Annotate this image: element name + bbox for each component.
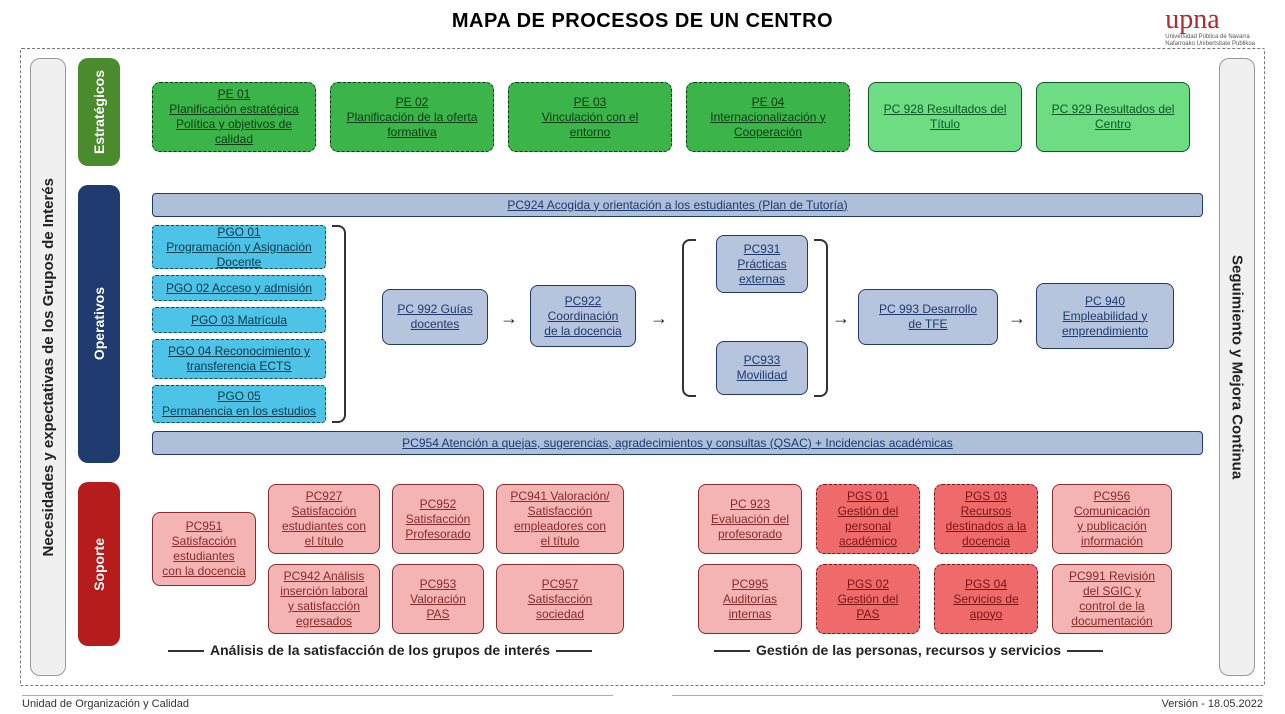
cat-operativos: Operativos bbox=[78, 185, 120, 463]
box-pc953[interactable]: PC953ValoraciónPAS bbox=[392, 564, 484, 634]
side-right-text: Seguimiento y Mejora Continua bbox=[1229, 255, 1246, 479]
logo-sub2: Nafarroako Unibertsitate Publikoa bbox=[1165, 41, 1255, 48]
box-pc931[interactable]: PC931Prácticasexternas bbox=[716, 235, 808, 293]
logo: upna Universidad Pública de Navarra Nafa… bbox=[1165, 6, 1255, 47]
box-pgs02[interactable]: PGS 02Gestión delPAS bbox=[816, 564, 920, 634]
cat-estrategicos: Estratégicos bbox=[78, 58, 120, 166]
box-pgo05[interactable]: PGO 05Permanencia en los estudios bbox=[152, 385, 326, 423]
cat-soporte-label: Soporte bbox=[91, 538, 107, 591]
box-pc927[interactable]: PC927Satisfacciónestudiantes conel títul… bbox=[268, 484, 380, 554]
box-pgs01[interactable]: PGS 01Gestión delpersonalacadémico bbox=[816, 484, 920, 554]
logo-sub1: Universidad Pública de Navarra bbox=[1165, 34, 1255, 41]
box-pc928[interactable]: PC 928 Resultados delTítulo bbox=[868, 82, 1022, 152]
box-pgo02[interactable]: PGO 02 Acceso y admisión bbox=[152, 275, 326, 301]
logo-text: upna bbox=[1165, 4, 1219, 35]
box-pc952[interactable]: PC952SatisfacciónProfesorado bbox=[392, 484, 484, 554]
arrow-4: → bbox=[1008, 309, 1026, 327]
footer-right: Versión - 18.05.2022 bbox=[672, 695, 1263, 710]
box-pc929[interactable]: PC 929 Resultados delCentro bbox=[1036, 82, 1190, 152]
box-pc942[interactable]: PC942 Análisisinserción laboraly satisfa… bbox=[268, 564, 380, 634]
box-pe02[interactable]: PE 02Planificación de la ofertaformativa bbox=[330, 82, 494, 152]
box-pgo03[interactable]: PGO 03 Matrícula bbox=[152, 307, 326, 333]
box-pc940[interactable]: PC 940Empleabilidad yemprendimiento bbox=[1036, 283, 1174, 349]
box-pgs04[interactable]: PGS 04Servicios deapoyo bbox=[934, 564, 1038, 634]
lane-soporte: PC951Satisfacciónestudiantescon la docen… bbox=[132, 484, 1207, 656]
sublabel-right-text: Gestión de las personas, recursos y serv… bbox=[756, 642, 1061, 658]
side-left-pill: Necesidades y expectativas de los Grupos… bbox=[30, 58, 66, 676]
footer-left: Unidad de Organización y Calidad bbox=[22, 695, 613, 710]
cat-estrategicos-label: Estratégicos bbox=[91, 70, 107, 154]
cat-soporte: Soporte bbox=[78, 482, 120, 646]
box-pc922[interactable]: PC922Coordinaciónde la docencia bbox=[530, 285, 636, 347]
box-pc951[interactable]: PC951Satisfacciónestudiantescon la docen… bbox=[152, 512, 256, 586]
box-pc993[interactable]: PC 993 Desarrollode TFE bbox=[858, 289, 998, 345]
arrow-2: → bbox=[650, 309, 668, 327]
bracket-mid-r bbox=[814, 239, 828, 397]
lane-estrategicos: PE 01Planificación estratégicaPolítica y… bbox=[132, 64, 1207, 162]
box-pe01[interactable]: PE 01Planificación estratégicaPolítica y… bbox=[152, 82, 316, 152]
sublabel-left-text: Análisis de la satisfacción de los grupo… bbox=[210, 642, 550, 658]
box-pc991[interactable]: PC991 Revisióndel SGIC ycontrol de ladoc… bbox=[1052, 564, 1172, 634]
box-pc933[interactable]: PC933Movilidad bbox=[716, 341, 808, 395]
box-pc995[interactable]: PC995Auditoríasinternas bbox=[698, 564, 802, 634]
arrow-1: → bbox=[500, 309, 518, 327]
box-pgo04[interactable]: PGO 04 Reconocimiento ytransferencia ECT… bbox=[152, 339, 326, 379]
box-pgo01[interactable]: PGO 01Programación y AsignaciónDocente bbox=[152, 225, 326, 269]
box-pc992[interactable]: PC 992 Guíasdocentes bbox=[382, 289, 488, 345]
page-title: MAPA DE PROCESOS DE UN CENTRO bbox=[20, 10, 1265, 33]
cat-operativos-label: Operativos bbox=[91, 287, 107, 360]
bracket-mid-l bbox=[682, 239, 696, 397]
sublabel-right: Gestión de las personas, recursos y serv… bbox=[708, 642, 1109, 658]
box-pe03[interactable]: PE 03Vinculación con elentorno bbox=[508, 82, 672, 152]
bracket-pgo bbox=[332, 225, 346, 423]
box-pc923[interactable]: PC 923Evaluación delprofesorado bbox=[698, 484, 802, 554]
sublabel-left: Análisis de la satisfacción de los grupo… bbox=[162, 642, 598, 658]
box-pc954[interactable]: PC954 Atención a quejas, sugerencias, ag… bbox=[152, 431, 1203, 455]
box-pgs03[interactable]: PGS 03Recursosdestinados a ladocencia bbox=[934, 484, 1038, 554]
box-pc956[interactable]: PC956Comunicacióny publicacióninformació… bbox=[1052, 484, 1172, 554]
side-left-text: Necesidades y expectativas de los Grupos… bbox=[40, 178, 57, 557]
box-pe04[interactable]: PE 04Internacionalización yCooperación bbox=[686, 82, 850, 152]
side-right-pill: Seguimiento y Mejora Continua bbox=[1219, 58, 1255, 676]
box-pc924[interactable]: PC924 Acogida y orientación a los estudi… bbox=[152, 193, 1203, 217]
box-pc941[interactable]: PC941 Valoración/Satisfacciónempleadores… bbox=[496, 484, 624, 554]
arrow-3: → bbox=[832, 309, 850, 327]
lane-operativos: PC924 Acogida y orientación a los estudi… bbox=[132, 193, 1207, 455]
box-pc957[interactable]: PC957Satisfacciónsociedad bbox=[496, 564, 624, 634]
page: MAPA DE PROCESOS DE UN CENTRO upna Unive… bbox=[0, 0, 1285, 714]
